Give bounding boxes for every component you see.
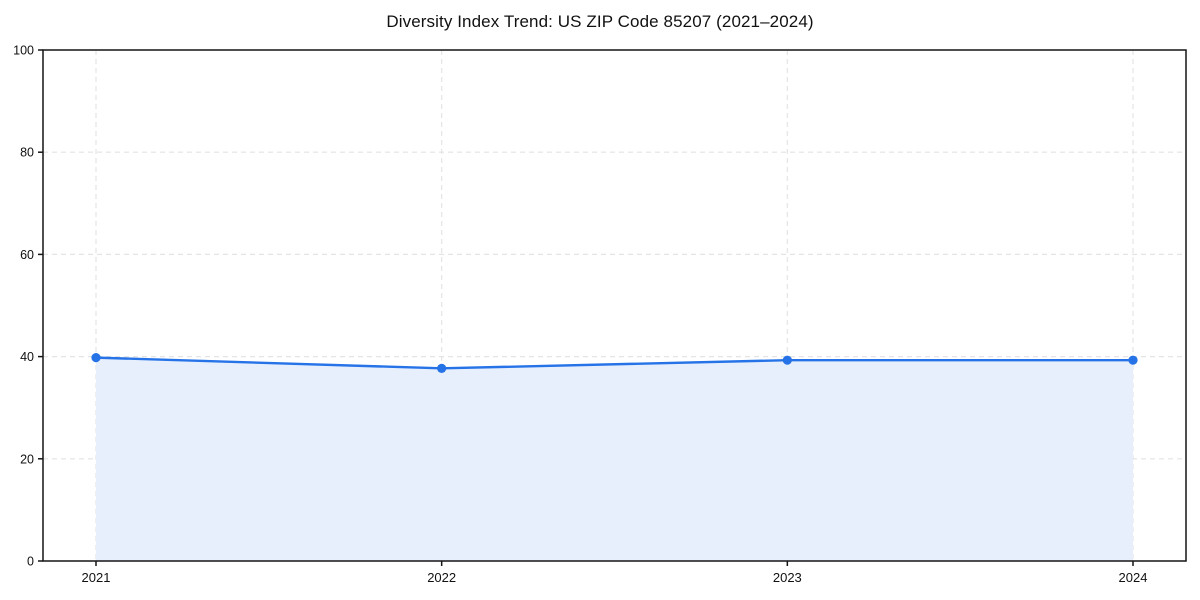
y-tick-label: 60 [20, 248, 34, 262]
x-tick-label: 2022 [427, 570, 456, 585]
data-point-2024 [1128, 355, 1138, 365]
y-tick-label: 80 [20, 146, 34, 160]
y-tick-label: 0 [27, 555, 34, 569]
data-point-2021 [91, 353, 101, 363]
area-fill [96, 357, 1133, 561]
y-tick-label: 20 [20, 452, 34, 466]
plot-border [42, 49, 1187, 562]
data-point-2022 [437, 363, 447, 373]
data-point-2023 [782, 355, 792, 365]
x-tick-label: 2021 [82, 570, 111, 585]
y-tick-label: 100 [13, 44, 34, 58]
x-tick-label: 2024 [1119, 570, 1148, 585]
trend-line [94, 356, 1135, 370]
y-tick-label: 40 [20, 350, 34, 364]
chart-title: Diversity Index Trend: US ZIP Code 85207… [386, 12, 814, 31]
x-tick-label: 2023 [773, 570, 802, 585]
